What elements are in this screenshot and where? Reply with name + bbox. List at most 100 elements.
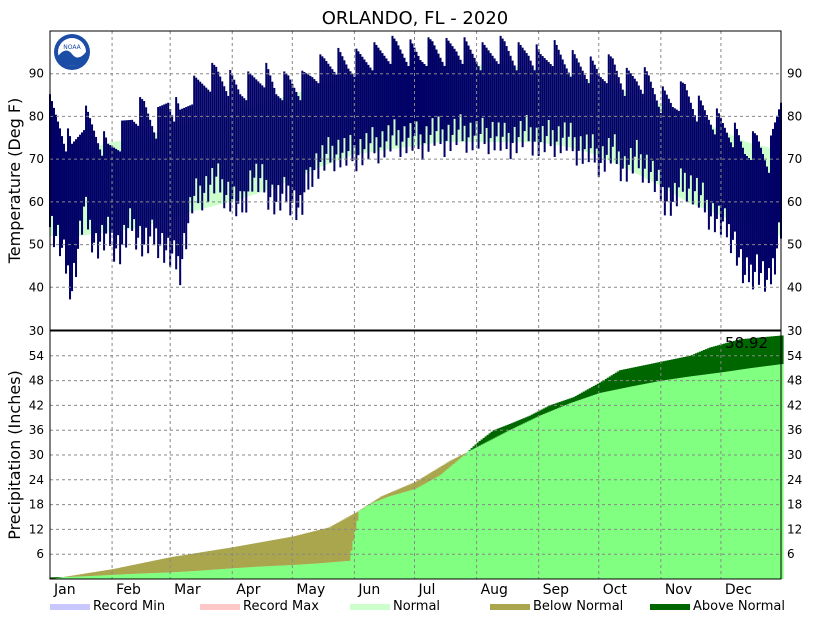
y-tick-label-right: 40 bbox=[787, 280, 802, 294]
observed-temp-bar bbox=[478, 66, 480, 148]
observed-temp-bar bbox=[327, 64, 329, 137]
observed-temp-bar bbox=[257, 81, 259, 192]
observed-temp-bar bbox=[490, 53, 492, 138]
observed-temp-bar bbox=[329, 66, 331, 162]
observed-temp-bar bbox=[281, 100, 283, 194]
observed-temp-bar bbox=[440, 58, 442, 144]
observed-temp-bar bbox=[325, 61, 327, 154]
observed-temp-bar bbox=[770, 136, 772, 285]
observed-temp-bar bbox=[341, 56, 343, 153]
observed-temp-bar bbox=[57, 122, 59, 225]
observed-temp-bar bbox=[411, 44, 413, 151]
observed-temp-bar bbox=[456, 52, 458, 146]
observed-temp-bar bbox=[540, 54, 542, 142]
observed-temp-bar bbox=[462, 64, 464, 141]
observed-temp-bar bbox=[381, 53, 383, 131]
observed-temp-bar bbox=[570, 77, 572, 123]
observed-temp-bar bbox=[199, 82, 201, 186]
observed-temp-bar bbox=[355, 49, 357, 172]
observed-temp-bar bbox=[321, 56, 323, 145]
observed-temp-bar bbox=[672, 107, 674, 202]
observed-temp-bar bbox=[558, 50, 560, 126]
observed-temp-bar bbox=[53, 108, 55, 247]
observed-temp-bar bbox=[714, 134, 716, 232]
observed-temp-bar bbox=[644, 67, 646, 169]
observed-temp-bar bbox=[349, 71, 351, 135]
observed-temp-bar bbox=[239, 94, 241, 191]
observed-temp-bar bbox=[702, 105, 704, 182]
observed-temp-bar bbox=[746, 156, 748, 257]
observed-temp-bar bbox=[123, 120, 125, 225]
observed-temp-bar bbox=[137, 126, 139, 238]
observed-temp-bar bbox=[680, 81, 682, 168]
observed-temp-bar bbox=[387, 61, 389, 125]
y-tick-label-left: 36 bbox=[29, 423, 44, 437]
observed-temp-bar bbox=[339, 52, 341, 167]
observed-temp-bar bbox=[774, 122, 776, 274]
logo-text: NOAA bbox=[63, 44, 81, 51]
observed-temp-bar bbox=[201, 84, 203, 211]
observed-temp-bar bbox=[361, 57, 363, 165]
observed-temp-bar bbox=[418, 56, 420, 149]
observed-temp-bar bbox=[444, 66, 446, 157]
y-tick-label-right: 12 bbox=[787, 522, 802, 536]
observed-temp-bar bbox=[179, 110, 181, 286]
observed-temp-bar bbox=[442, 62, 444, 129]
observed-temp-bar bbox=[171, 115, 173, 253]
observed-temp-bar bbox=[604, 81, 606, 172]
observed-temp-bar bbox=[602, 79, 604, 146]
observed-temp-bar bbox=[155, 139, 157, 229]
observed-temp-bar bbox=[688, 96, 690, 188]
observed-temp-bar bbox=[468, 46, 470, 138]
legend-label: Normal bbox=[393, 599, 440, 614]
observed-temp-bar bbox=[71, 144, 73, 291]
observed-temp-bar bbox=[640, 90, 642, 155]
observed-temp-bar bbox=[103, 131, 105, 250]
observed-temp-bar bbox=[488, 50, 490, 154]
observed-temp-bar bbox=[544, 58, 546, 152]
x-month-label: Feb bbox=[116, 582, 141, 598]
observed-temp-bar bbox=[750, 160, 752, 265]
observed-temp-bar bbox=[520, 45, 522, 121]
y-tick-label-right: 80 bbox=[787, 109, 802, 123]
y-tick-label-left: 24 bbox=[29, 473, 44, 487]
observed-temp-bar bbox=[446, 38, 448, 141]
observed-temp-bar bbox=[407, 66, 409, 138]
observed-temp-bar bbox=[420, 60, 422, 134]
observed-temp-bar bbox=[524, 50, 526, 131]
observed-temp-bar bbox=[704, 110, 706, 212]
observed-temp-bar bbox=[301, 71, 303, 215]
observed-temp-bar bbox=[283, 71, 285, 177]
observed-temp-bar bbox=[215, 67, 217, 177]
observed-temp-bar bbox=[678, 111, 680, 187]
observed-temp-bar bbox=[630, 73, 632, 148]
y-axis-label: Temperature (Deg F) bbox=[5, 98, 24, 265]
x-month-label: Sep bbox=[543, 582, 570, 598]
observed-temp-bar bbox=[185, 107, 187, 249]
legend-swatch bbox=[350, 604, 390, 610]
observed-temp-bar bbox=[289, 80, 291, 216]
observed-temp-bar bbox=[598, 73, 600, 177]
observed-temp-bar bbox=[217, 72, 219, 164]
observed-temp-bar bbox=[448, 41, 450, 125]
observed-temp-bar bbox=[389, 64, 391, 152]
observed-temp-bar bbox=[219, 77, 221, 193]
observed-temp-bar bbox=[616, 71, 618, 164]
observed-temp-bar bbox=[530, 61, 532, 128]
observed-temp-bar bbox=[668, 99, 670, 188]
observed-temp-bar bbox=[764, 160, 766, 291]
observed-temp-bar bbox=[269, 75, 271, 197]
observed-temp-bar bbox=[167, 103, 169, 238]
y-tick-label-right: 60 bbox=[787, 195, 802, 209]
observed-temp-bar bbox=[127, 120, 129, 228]
observed-temp-bar bbox=[275, 94, 277, 202]
observed-temp-bar bbox=[393, 39, 395, 120]
observed-temp-bar bbox=[61, 136, 63, 248]
observed-temp-bar bbox=[267, 69, 269, 210]
observed-temp-bar bbox=[626, 68, 628, 182]
observed-temp-bar bbox=[646, 71, 648, 154]
observed-temp-bar bbox=[738, 135, 740, 257]
observed-temp-bar bbox=[333, 72, 335, 171]
observed-temp-bar bbox=[554, 40, 556, 157]
observed-temp-bar bbox=[692, 109, 694, 204]
